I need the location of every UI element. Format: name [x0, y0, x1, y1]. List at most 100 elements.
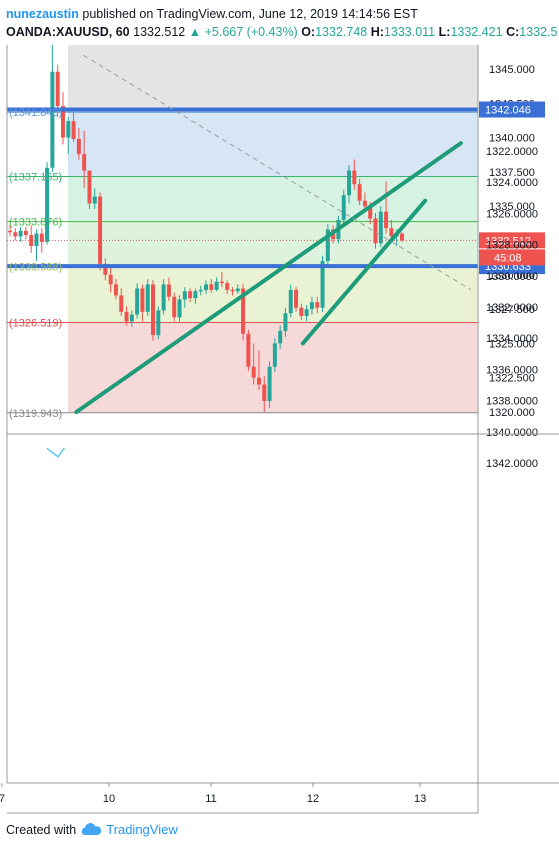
candle-body — [341, 195, 346, 220]
chart-header: nunezaustin published on TradingView.com… — [6, 6, 559, 40]
candle — [151, 280, 156, 341]
candle-body — [71, 121, 76, 139]
candle-body — [352, 170, 357, 185]
trend-line[interactable] — [74, 141, 463, 414]
candle-body — [389, 228, 394, 237]
candle — [278, 325, 283, 349]
candle — [177, 295, 182, 322]
fib-level-label: (1330.588) — [9, 262, 62, 274]
candle-body — [278, 331, 283, 344]
candle-body — [76, 138, 81, 155]
trend-line[interactable] — [300, 198, 428, 346]
candle — [124, 306, 129, 326]
candle — [166, 277, 171, 301]
candle-body — [193, 291, 198, 299]
candle-body — [188, 291, 193, 299]
candle — [156, 306, 161, 340]
price-pane[interactable]: (1341.848) (1337.165) (1333.876) (1330.588)… — [7, 35, 545, 420]
price-tick-label: 1345.000 — [489, 64, 535, 76]
candle-body — [384, 211, 389, 229]
candle — [92, 188, 97, 209]
fib-level-label: (1326.519) — [9, 318, 62, 330]
time-tick-label: 12 — [307, 793, 319, 805]
author-link[interactable]: nunezaustin — [6, 7, 79, 21]
candle-body — [182, 291, 187, 300]
candle-body — [98, 196, 103, 264]
candle-body — [246, 333, 251, 367]
ma-tick-label: 1338.0000 — [486, 396, 538, 408]
candle — [98, 192, 103, 271]
candle-body — [378, 211, 383, 244]
candle — [161, 278, 166, 315]
candle-body — [166, 284, 171, 297]
publish-line: nunezaustin published on TradingView.com… — [6, 6, 559, 22]
price-plot[interactable] — [7, 35, 478, 414]
candle-body — [156, 310, 161, 336]
candle — [315, 296, 320, 314]
fib-level-label: (1341.848) — [9, 107, 62, 119]
fib-level-label: (1337.165) — [9, 171, 62, 183]
candle — [45, 162, 50, 245]
candle — [299, 303, 304, 321]
ma-tick-label: 1332.0000 — [486, 302, 538, 314]
price-tick-label: 1337.500 — [489, 167, 535, 179]
candle — [39, 228, 44, 253]
candle — [272, 337, 277, 373]
high-value: 1333.011 — [383, 25, 436, 39]
candle-body — [256, 377, 261, 385]
price-tick-label: 1320.000 — [489, 407, 535, 419]
chart-frame: 7 10 11 12 13 — [0, 45, 559, 814]
candle — [204, 280, 208, 295]
fib-zone — [68, 221, 478, 267]
fib-zone — [68, 322, 478, 413]
indicator-pane[interactable]: 1342.0000 1340.0000 1338.0000 1336.0000 1334… — [0, 146, 538, 470]
candle-body — [235, 288, 240, 292]
candle — [103, 258, 108, 281]
candle-body — [204, 284, 208, 290]
candle — [140, 284, 145, 322]
candle-body — [129, 314, 134, 322]
candle-body — [87, 170, 92, 204]
candle — [87, 170, 92, 209]
candle-body — [8, 230, 12, 233]
ma-tick-label: 1322.0000 — [486, 146, 538, 158]
candle — [304, 304, 309, 322]
candle-body — [230, 289, 235, 292]
candle-body — [219, 281, 224, 284]
candle — [235, 284, 240, 295]
candle-body — [92, 196, 97, 204]
candle-body — [368, 206, 373, 219]
footer: Created with TradingView — [6, 822, 178, 837]
candle — [23, 226, 28, 240]
candle — [373, 213, 378, 249]
candle — [113, 278, 118, 300]
candle-body — [294, 289, 299, 308]
price-tick-label: 1340.000 — [489, 133, 535, 145]
tradingview-brand[interactable]: TradingView — [106, 822, 178, 837]
candle — [82, 130, 87, 189]
tradingview-cloud-icon — [81, 822, 102, 835]
candle-body — [135, 288, 140, 315]
low-label: L: — [438, 25, 451, 39]
high-label: H: — [370, 25, 384, 39]
ohlc-line: OANDA:XAUUSD, 60 1332.512 ▲ +5.667 (+0.4… — [6, 24, 559, 40]
candle — [209, 278, 214, 293]
dashed-trend-line[interactable] — [83, 54, 472, 291]
last-price: 1332.512 — [133, 25, 186, 39]
candle — [34, 229, 39, 262]
ma-tick-label: 1330.0000 — [486, 271, 538, 283]
candle-body — [209, 284, 214, 290]
level-tag-label: 1342.046 — [485, 105, 531, 117]
candle — [225, 280, 230, 295]
price-tick-label: 1322.500 — [489, 373, 535, 385]
candle-body — [113, 284, 118, 296]
candle-body — [60, 106, 65, 138]
candle — [246, 329, 251, 371]
time-tick-label: 7 — [0, 793, 5, 805]
candle-body — [272, 343, 277, 367]
candle-body — [315, 302, 320, 308]
candle-body — [225, 283, 230, 290]
candle — [341, 189, 346, 226]
candle-body — [177, 299, 182, 318]
